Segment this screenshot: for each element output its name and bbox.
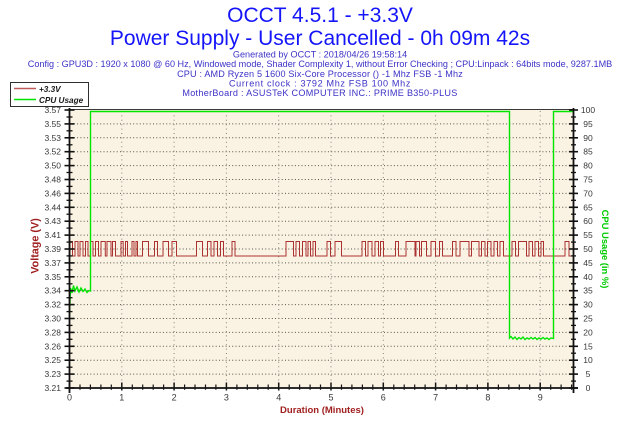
svg-text:3.41: 3.41 <box>44 230 61 240</box>
svg-text:Current clock : 3792 Mhz FSB 1: Current clock : 3792 Mhz FSB 100 Mhz <box>229 79 411 89</box>
svg-text:Duration (Minutes): Duration (Minutes) <box>280 405 364 416</box>
svg-text:85: 85 <box>583 147 593 157</box>
svg-text:20: 20 <box>583 327 593 337</box>
svg-text:70: 70 <box>583 188 593 198</box>
svg-text:CPU : AMD Ryzen 5 1600 Six-Cor: CPU : AMD Ryzen 5 1600 Six-Core Processo… <box>177 69 463 79</box>
svg-text:3.48: 3.48 <box>44 175 61 185</box>
svg-text:1: 1 <box>119 393 124 403</box>
svg-text:Config : GPU3D : 1920 x 1080 @: Config : GPU3D : 1920 x 1080 @ 60 Hz, Wi… <box>28 59 612 69</box>
svg-text:3.30: 3.30 <box>44 314 61 324</box>
svg-text:OCCT 4.5.1 - +3.3V: OCCT 4.5.1 - +3.3V <box>227 4 413 27</box>
svg-text:95: 95 <box>583 119 593 129</box>
svg-text:2: 2 <box>172 393 177 403</box>
svg-text:60: 60 <box>583 216 593 226</box>
svg-text:3.43: 3.43 <box>44 216 61 226</box>
svg-text:7: 7 <box>433 393 438 403</box>
svg-text:5: 5 <box>328 393 333 403</box>
svg-text:75: 75 <box>583 175 593 185</box>
svg-text:90: 90 <box>583 133 593 143</box>
svg-text:3.50: 3.50 <box>44 161 61 171</box>
svg-text:3.37: 3.37 <box>44 258 61 268</box>
svg-text:0: 0 <box>67 393 72 403</box>
svg-text:Power Supply - User Cancelled: Power Supply - User Cancelled - 0h 09m 4… <box>110 27 530 50</box>
svg-text:CPU Usage (in %): CPU Usage (in %) <box>600 210 611 289</box>
svg-text:35: 35 <box>583 286 593 296</box>
svg-text:3.46: 3.46 <box>44 188 61 198</box>
svg-text:3.25: 3.25 <box>44 355 61 365</box>
svg-text:3.28: 3.28 <box>44 327 61 337</box>
svg-text:100: 100 <box>581 105 595 115</box>
svg-text:3.55: 3.55 <box>44 119 61 129</box>
svg-text:5: 5 <box>586 369 591 379</box>
svg-text:55: 55 <box>583 230 593 240</box>
svg-text:3.32: 3.32 <box>44 300 61 310</box>
svg-text:MotherBoard : ASUSTeK COMPUTER: MotherBoard : ASUSTeK COMPUTER INC.: PRI… <box>182 88 457 98</box>
svg-text:3.23: 3.23 <box>44 369 61 379</box>
svg-text:8: 8 <box>485 393 490 403</box>
svg-text:+3.3V: +3.3V <box>39 85 62 94</box>
svg-text:3.53: 3.53 <box>44 133 61 143</box>
svg-text:3: 3 <box>224 393 229 403</box>
svg-text:40: 40 <box>583 272 593 282</box>
svg-text:15: 15 <box>583 341 593 351</box>
svg-text:3.57: 3.57 <box>44 105 61 115</box>
svg-text:0: 0 <box>586 383 591 393</box>
svg-text:3.35: 3.35 <box>44 272 61 282</box>
svg-text:65: 65 <box>583 202 593 212</box>
svg-text:3.34: 3.34 <box>44 286 61 296</box>
svg-text:Voltage (V): Voltage (V) <box>30 218 42 274</box>
svg-text:80: 80 <box>583 161 593 171</box>
svg-text:3.44: 3.44 <box>44 202 61 212</box>
svg-text:50: 50 <box>583 244 593 254</box>
svg-text:3.21: 3.21 <box>44 383 61 393</box>
svg-text:10: 10 <box>583 355 593 365</box>
svg-text:45: 45 <box>583 258 593 268</box>
svg-text:Generated by OCCT : 2018/04/26: Generated by OCCT : 2018/04/26 19:58:14 <box>233 50 407 60</box>
svg-text:4: 4 <box>276 393 281 403</box>
svg-text:CPU Usage: CPU Usage <box>39 96 84 105</box>
svg-text:6: 6 <box>381 393 386 403</box>
svg-text:9: 9 <box>538 393 543 403</box>
svg-text:3.39: 3.39 <box>44 244 61 254</box>
svg-text:3.26: 3.26 <box>44 341 61 351</box>
svg-text:3.52: 3.52 <box>44 147 61 157</box>
svg-text:30: 30 <box>583 300 593 310</box>
svg-text:25: 25 <box>583 314 593 324</box>
